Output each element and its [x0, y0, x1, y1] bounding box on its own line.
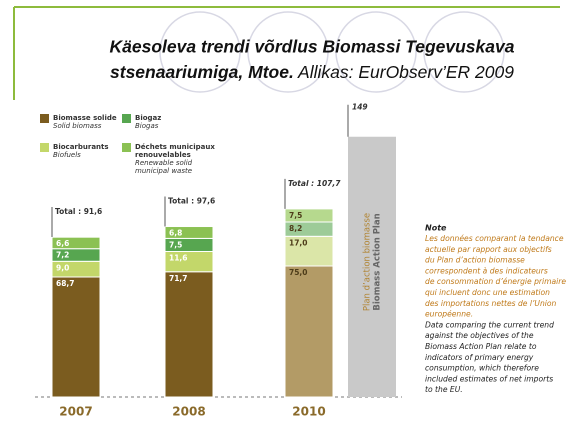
note-fr: européenne.	[425, 310, 473, 319]
bar-segment	[51, 236, 101, 250]
decor-circle	[159, 11, 241, 93]
total-label: Total : 97,6	[168, 197, 215, 206]
legend-label: Biocarburants	[53, 143, 109, 151]
legend-swatch	[122, 114, 131, 123]
legend-label-en: Biofuels	[53, 151, 81, 159]
plan-label-en: Biomass Action Plan	[373, 213, 383, 310]
bar-segment	[164, 271, 214, 398]
value-label: 7,5	[289, 211, 302, 220]
value-label: 7,2	[56, 251, 69, 260]
decor-circles	[159, 11, 505, 93]
note-fr: Les données comparant la tendance	[425, 234, 564, 243]
note-en: consumption, which therefore	[425, 364, 539, 373]
plan-bar	[348, 136, 396, 397]
legend-label-en: Renewable solid municipal waste	[135, 159, 193, 175]
bar-segment	[164, 226, 214, 239]
note-en: included estimates of net imports	[425, 374, 553, 383]
value-label: 68,7	[56, 279, 75, 288]
decor-circle	[335, 11, 417, 93]
legend-swatch	[122, 143, 131, 152]
category-label: 2008	[172, 405, 205, 419]
note-fr: correspondent à des indicateurs	[425, 266, 548, 275]
value-label: 11,6	[169, 254, 188, 263]
category-label: 2007	[59, 405, 92, 419]
value-label: 9,0	[56, 263, 69, 272]
total-label: Total : 91,6	[55, 207, 102, 216]
value-label: 75,0	[289, 268, 308, 277]
category-label: 2010	[292, 405, 325, 419]
value-label: 6,6	[56, 239, 69, 248]
plan-label-fr: Plan d’action biomasse	[363, 213, 373, 311]
decor-circle	[423, 11, 505, 93]
note-fr: de consommation d’énergie primaire	[425, 277, 566, 286]
note-en: indicators of primary energy	[425, 353, 534, 362]
bar-segment	[284, 208, 334, 223]
chart-source: Allikas: EurObserv’ER 2009	[297, 62, 514, 82]
plan-labels: Plan d’action biomasse Biomass Action Pla…	[363, 213, 383, 311]
note-en: against the objectives of the	[425, 331, 534, 340]
legend-label: Biomasse solide	[53, 114, 117, 122]
plan-value-label: 149	[352, 103, 368, 112]
value-label: 8,2	[289, 224, 302, 233]
legend-label: Déchets municipaux renouvelables	[135, 143, 215, 159]
value-label: 71,7	[169, 274, 188, 283]
note-en: Biomass Action Plan relate to	[425, 342, 537, 351]
decor-circle	[247, 11, 329, 93]
chart-title-line2: stsenaariumiga, Mtoe. Allikas: EurObserv…	[110, 62, 514, 82]
chart-title: stsenaariumiga, Mtoe.	[110, 62, 294, 82]
value-label: 17,0	[289, 238, 308, 247]
chart-title: Käesoleva trendi võrdlus Biomassi Tegevu…	[110, 37, 515, 57]
note-fr: des importations nettes de l’Union	[425, 299, 557, 308]
note-fr: actuelle par rapport aux objectifs	[425, 245, 552, 254]
bar-segment	[284, 235, 334, 267]
note-title: Note	[425, 224, 447, 233]
value-label: 7,5	[169, 240, 182, 249]
legend-label-en: Solid biomass	[53, 122, 102, 130]
note-en: to the EU.	[425, 385, 463, 394]
total-label: Total : 107,7	[288, 179, 341, 188]
legend-swatch	[40, 114, 49, 123]
note-fr: du Plan d’action biomasse	[425, 256, 525, 265]
legend-swatch	[40, 143, 49, 152]
legend-label: Biogaz	[135, 114, 161, 122]
note-en: Data comparing the current trend	[425, 320, 554, 329]
bar-segment	[284, 265, 334, 398]
legend-label-en: Biogas	[135, 122, 159, 130]
note-fr: qui incluent donc une estimation	[425, 288, 550, 297]
value-label: 6,8	[169, 229, 182, 238]
bar-segment	[51, 276, 101, 398]
